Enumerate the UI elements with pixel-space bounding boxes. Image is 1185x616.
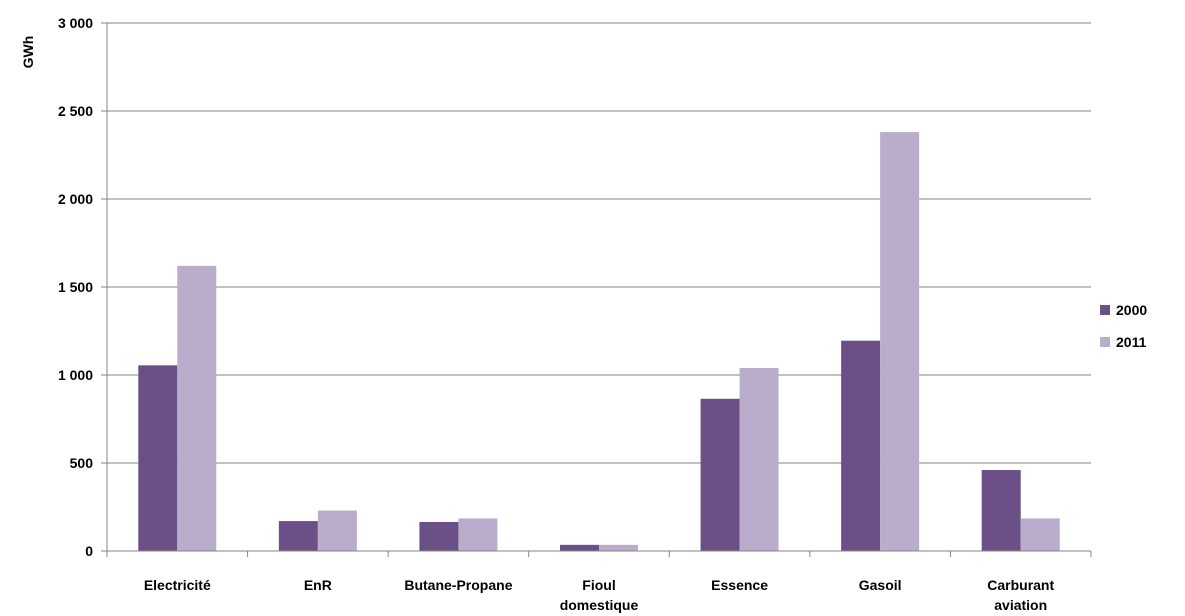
x-tick-label: domestique [560,597,639,613]
x-tick-label: Carburant [987,577,1054,593]
gridlines [107,22,1091,464]
x-tick-label: Gasoil [859,577,902,593]
bars [138,132,1060,551]
y-tick-label: 2 500 [58,103,93,119]
bar-2000 [278,521,318,551]
x-tick-label: EnR [304,577,332,593]
x-tick-label: Electricité [144,577,211,593]
x-tick-label: Essence [711,577,768,593]
y-tick-label: 2 000 [58,191,93,207]
legend-label: 2011 [1116,334,1147,350]
y-tick-label: 0 [85,543,93,559]
legend-label: 2000 [1116,302,1147,318]
y-tick-label: 1 500 [58,279,93,295]
bar-2000 [419,521,459,551]
legend-swatch [1100,305,1110,315]
bar-2000 [560,544,599,551]
y-tick-label: 500 [70,455,94,471]
bar-2011 [880,132,920,551]
bar-2011 [599,544,638,551]
bar-2000 [700,398,740,551]
y-tick-labels: 0 500 1 000 1 500 2 000 2 500 3 000 [58,15,107,559]
x-tick-labels: Electricité EnR Butane-Propane Fioul domesti… [106,551,1092,613]
y-axis-title: GWh [20,36,36,69]
bar-2000 [841,340,881,551]
bar-2011 [1020,518,1060,551]
x-tick-label: aviation [994,597,1047,613]
bar-2011 [739,367,779,551]
bar-2011 [317,510,357,551]
x-tick-label: Fioul [582,577,615,593]
legend-swatch [1100,337,1110,347]
x-tick-label: Butane-Propane [404,577,512,593]
bar-2011 [177,265,217,551]
bar-2000 [981,470,1021,551]
y-tick-label: 1 000 [58,367,93,383]
y-tick-label: 3 000 [58,15,93,31]
legend: 2000 2011 [1100,302,1147,350]
bar-2011 [458,518,498,551]
bar-2000 [138,365,178,551]
